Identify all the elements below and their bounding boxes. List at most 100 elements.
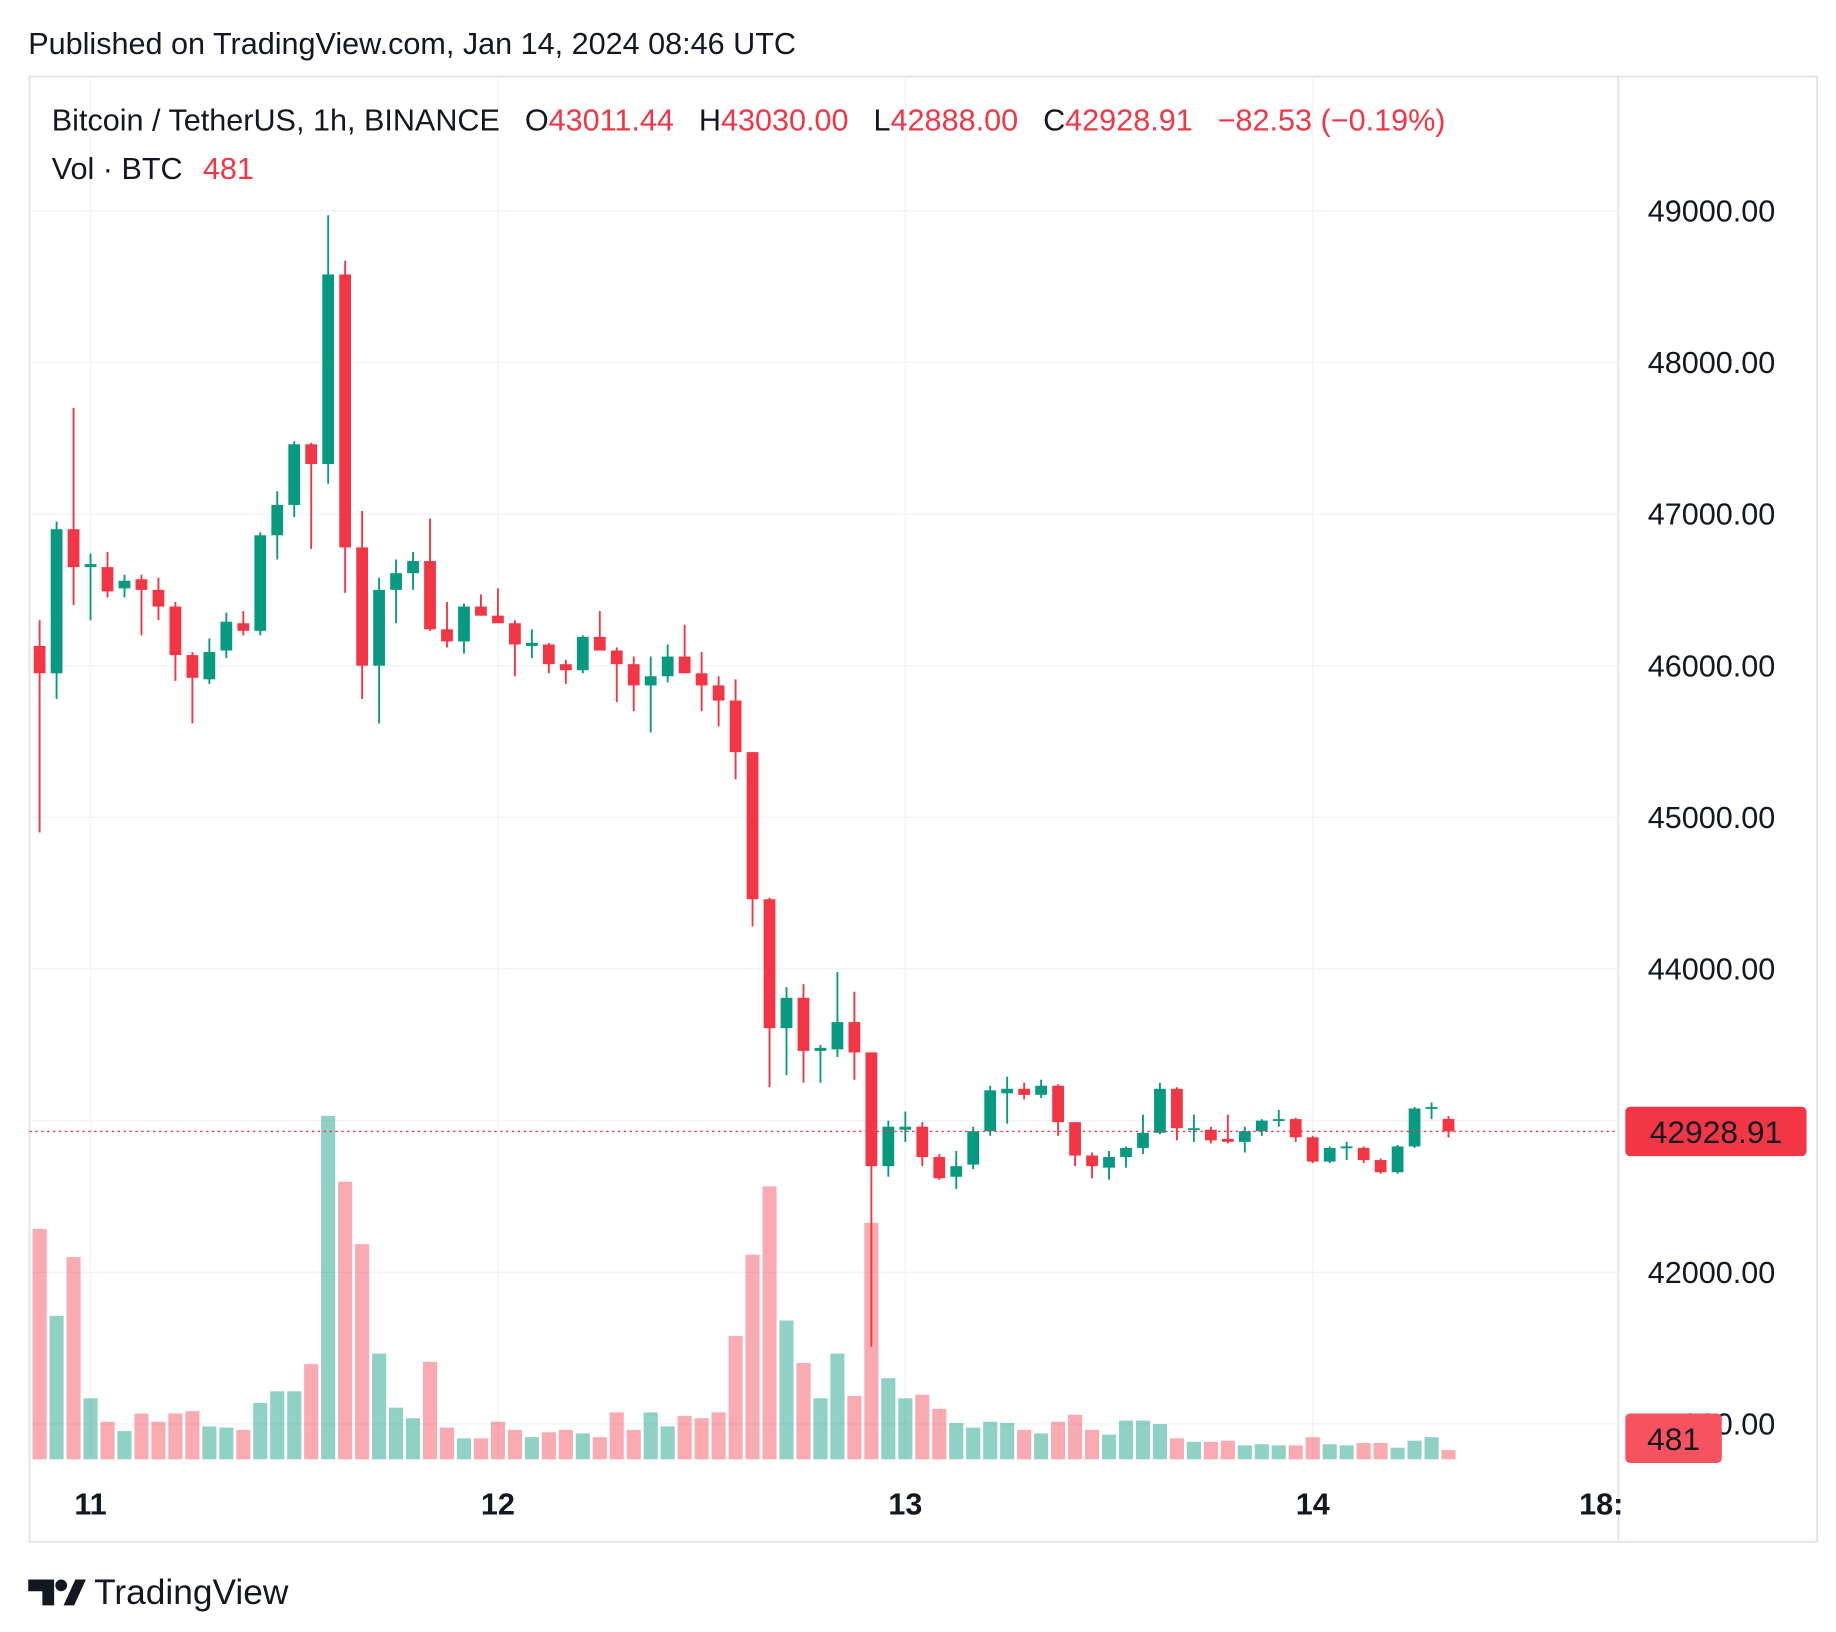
candle-body (1120, 1147, 1132, 1158)
candle-body (254, 535, 267, 631)
candle-body (542, 644, 555, 665)
candle-body (1103, 1157, 1115, 1168)
candle-body (492, 615, 504, 624)
volume-bar (1288, 1445, 1303, 1460)
candle-body (712, 685, 725, 701)
candle-body (1238, 1131, 1251, 1142)
candle-body (1018, 1088, 1031, 1095)
volume-bar (1203, 1441, 1218, 1460)
candle-body (848, 1022, 861, 1053)
volume-bar (83, 1398, 98, 1460)
candle-body (390, 573, 402, 590)
volume-bar (677, 1415, 692, 1460)
candle-body (441, 629, 453, 642)
volume-bar (151, 1421, 166, 1460)
volume-bar (1339, 1445, 1354, 1460)
x-tick-label: 14 (1296, 1488, 1330, 1522)
volume-bar (134, 1413, 149, 1460)
volume-bar (694, 1418, 709, 1460)
price-axis: 41000.0042000.0043000.0044000.0045000.00… (1625, 194, 1807, 1463)
volume-name: Vol · BTC (52, 152, 183, 186)
last-volume-badge (1625, 1413, 1722, 1463)
volume-bar (270, 1391, 285, 1460)
candle-body (967, 1131, 980, 1165)
candle-body (1086, 1155, 1098, 1167)
candle-body (559, 664, 572, 671)
volume-bar (847, 1395, 862, 1460)
y-tick-label: 45000.00 (1648, 801, 1776, 835)
candle-body (1408, 1108, 1421, 1147)
candle-body (610, 650, 623, 665)
candle-body (627, 664, 640, 686)
candle-body (424, 561, 436, 630)
x-tick-label: 11 (74, 1488, 106, 1522)
candle-body (1204, 1129, 1217, 1141)
volume-bar (1356, 1443, 1371, 1460)
candle-body (899, 1126, 912, 1130)
volume-bar (745, 1254, 760, 1460)
volume-bar (1169, 1438, 1184, 1460)
candle-body (1188, 1128, 1200, 1131)
volume-bar (949, 1422, 964, 1460)
volume-bar (1305, 1437, 1320, 1460)
last-price-badge (1625, 1106, 1807, 1157)
volume-bar (66, 1257, 81, 1460)
candle-body (1052, 1085, 1064, 1123)
volume-bar (405, 1418, 421, 1460)
volume-bar (1118, 1420, 1134, 1460)
volume-bar (779, 1320, 794, 1460)
last-volume-label: 481 (1647, 1421, 1700, 1457)
volume-bar (932, 1408, 947, 1460)
volume-bar (915, 1394, 930, 1460)
legend-open-label: O (525, 104, 549, 138)
y-tick-label: 48000.00 (1648, 346, 1776, 380)
candle-body (525, 642, 538, 646)
volume-bar (389, 1407, 404, 1460)
volume-bar (728, 1335, 743, 1460)
time-axis: 11 12 13 14 18:00 (74, 1488, 1621, 1522)
candle-body (407, 561, 419, 574)
volume-bar (1186, 1441, 1201, 1460)
y-tick-label: 46000.00 (1648, 649, 1776, 683)
legend-open: 43011.44 (549, 104, 674, 138)
volume-bar (1271, 1445, 1286, 1460)
candle-body (271, 504, 284, 536)
volume-bar (1000, 1422, 1015, 1460)
candle-body (203, 652, 216, 680)
volume-bar (338, 1181, 353, 1460)
volume-bar (609, 1412, 624, 1460)
candle-body (1442, 1118, 1455, 1132)
logo-mark (28, 1579, 55, 1606)
volume-bar (643, 1412, 658, 1460)
volume-bar (490, 1421, 505, 1460)
last-price-label: 42928.91 (1650, 1114, 1783, 1150)
volume-bar (1407, 1440, 1422, 1460)
candle-body (1001, 1088, 1014, 1094)
candle-body (509, 623, 521, 645)
candle-body (1272, 1119, 1285, 1122)
candle-body (933, 1157, 946, 1179)
volume-bar (1441, 1450, 1456, 1460)
legend-high: 43030.00 (721, 104, 849, 138)
candle-body (237, 623, 250, 631)
volume-bar (1424, 1437, 1439, 1460)
volume-bar (1051, 1421, 1066, 1460)
candle-body (729, 700, 742, 753)
candle-body (1171, 1088, 1183, 1129)
volume-bar (1034, 1433, 1049, 1460)
volume-bar (1373, 1443, 1388, 1460)
candle-body (220, 621, 233, 651)
candle-body (169, 606, 182, 656)
volume-bar (558, 1429, 573, 1460)
candle-body (1323, 1147, 1336, 1162)
brand-logo (28, 1579, 86, 1606)
volume-bar (202, 1426, 217, 1460)
volume-bar (830, 1353, 845, 1460)
candle-body (1374, 1160, 1387, 1173)
candle-body (322, 274, 335, 465)
volume-bar (1220, 1440, 1235, 1460)
legend-high-label: H (699, 104, 721, 138)
candle-body (33, 645, 46, 674)
candle-body (916, 1126, 929, 1158)
